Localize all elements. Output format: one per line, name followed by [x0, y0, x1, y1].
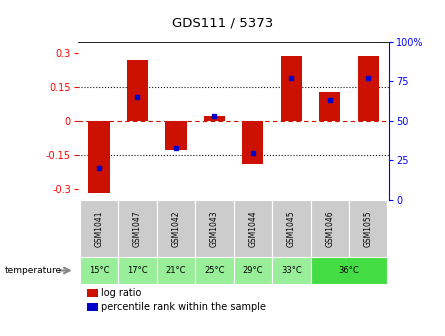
Bar	[234, 200, 272, 257]
Bar	[204, 117, 225, 121]
Text: GSM1044: GSM1044	[248, 210, 257, 247]
Text: percentile rank within the sample: percentile rank within the sample	[101, 302, 267, 312]
Bar	[311, 257, 388, 284]
Bar	[80, 257, 118, 284]
Text: GSM1041: GSM1041	[94, 210, 104, 247]
Bar	[311, 200, 349, 257]
Bar	[157, 200, 195, 257]
Bar	[89, 121, 109, 193]
Text: GSM1042: GSM1042	[171, 210, 180, 247]
Bar	[127, 60, 148, 121]
Bar	[272, 257, 311, 284]
Text: 25°C: 25°C	[204, 266, 225, 275]
Text: GSM1047: GSM1047	[133, 210, 142, 247]
Bar	[272, 200, 311, 257]
Text: GSM1055: GSM1055	[364, 210, 373, 247]
Text: temperature: temperature	[4, 266, 61, 275]
Text: GSM1043: GSM1043	[210, 210, 219, 247]
Text: 36°C: 36°C	[339, 266, 360, 275]
Bar	[358, 55, 379, 121]
Text: 15°C: 15°C	[89, 266, 109, 275]
Bar	[349, 200, 388, 257]
Bar	[118, 200, 157, 257]
Text: 21°C: 21°C	[166, 266, 186, 275]
Bar	[118, 257, 157, 284]
Text: GDS111 / 5373: GDS111 / 5373	[172, 17, 273, 30]
Bar	[319, 92, 340, 121]
Text: 33°C: 33°C	[281, 266, 302, 275]
Bar	[80, 200, 118, 257]
Bar	[166, 121, 186, 150]
Text: GSM1045: GSM1045	[287, 210, 296, 247]
Bar	[281, 55, 302, 121]
Bar	[234, 257, 272, 284]
Text: 17°C: 17°C	[127, 266, 148, 275]
Text: log ratio: log ratio	[101, 288, 142, 298]
Bar	[195, 257, 234, 284]
Text: GSM1046: GSM1046	[325, 210, 334, 247]
Bar	[195, 200, 234, 257]
Bar	[242, 121, 263, 164]
Bar	[157, 257, 195, 284]
Text: 29°C: 29°C	[243, 266, 263, 275]
